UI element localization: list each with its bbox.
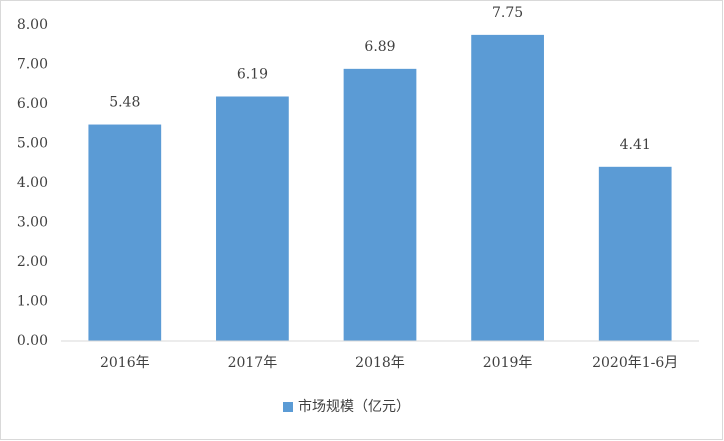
y-tick-label: 3.00 (17, 215, 48, 231)
legend-swatch (283, 402, 293, 412)
bar (598, 166, 672, 341)
x-tick-label: 2017年 (228, 355, 278, 371)
value-label: 6.89 (364, 39, 395, 55)
y-tick-label: 4.00 (17, 175, 48, 191)
value-label: 5.48 (109, 95, 140, 111)
value-label: 7.75 (492, 5, 523, 21)
y-tick-label: 2.00 (17, 254, 48, 270)
value-label: 4.41 (620, 137, 651, 153)
x-tick-label: 2019年 (483, 355, 533, 371)
bar (216, 96, 289, 342)
legend-label: 市场规模（亿元） (298, 398, 410, 415)
value-label: 6.19 (237, 66, 268, 82)
y-tick-label: 0.00 (17, 333, 48, 349)
x-tick-label: 2018年 (355, 355, 405, 371)
y-tick-label: 5.00 (17, 136, 48, 152)
x-tick-label: 2016年 (100, 355, 150, 371)
y-tick-label: 8.00 (17, 17, 48, 33)
bar (471, 34, 544, 341)
y-tick-label: 7.00 (17, 57, 48, 73)
bar (88, 124, 162, 341)
bar (343, 68, 417, 341)
y-tick-label: 6.00 (17, 96, 48, 112)
x-tick-label: 2020年1-6月 (592, 355, 678, 371)
y-tick-label: 1.00 (17, 294, 48, 310)
